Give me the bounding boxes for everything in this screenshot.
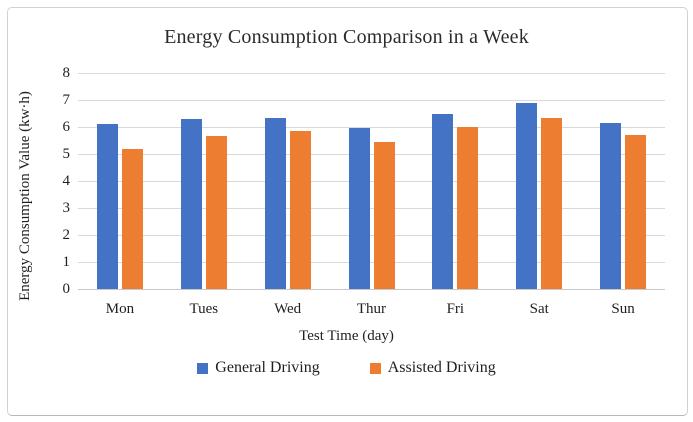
x-tick-label-wed: Wed [274,301,302,317]
gridline-y5 [78,154,665,155]
gridline-y2 [78,235,665,236]
bar-general-driving-tues [180,118,202,289]
legend-entry-general-driving: General Driving [197,359,320,377]
gridline-y6 [78,127,665,128]
legend-entry-assisted-driving: Assisted Driving [369,359,496,377]
bar-assisted-driving-sat [541,117,563,289]
bar-general-driving-wed [264,117,286,289]
y-tick-label-3: 3 [62,200,71,216]
y-tick-label-7: 7 [62,92,71,108]
gridline-y7 [78,100,665,101]
plot-area [78,73,665,290]
bar-assisted-driving-tues [205,136,227,289]
y-tick-label-2: 2 [62,227,71,243]
bar-general-driving-fri [432,113,454,289]
legend: General Driving Assisted Driving [0,359,693,377]
y-axis-title: Energy Consumption Value (kw·h) [17,91,33,301]
legend-label: General Driving [215,359,320,376]
y-tick-label-6: 6 [62,119,71,135]
bar-assisted-driving-mon [121,148,143,289]
bar-general-driving-thur [348,128,370,289]
gridline-y3 [78,208,665,209]
legend-swatch-icon [369,362,381,374]
bar-assisted-driving-fri [457,127,479,289]
y-tick-label-1: 1 [62,254,71,270]
x-tick-label-thur: Thur [356,301,387,317]
y-tick-label-0: 0 [62,281,71,297]
bar-assisted-driving-sun [625,135,647,289]
legend-swatch-icon [197,362,209,374]
x-axis-title: Test Time (day) [299,328,394,344]
x-tick-label-sun: Sun [611,301,635,317]
bar-assisted-driving-wed [289,131,311,289]
gridline-y4 [78,181,665,182]
y-tick-label-5: 5 [62,146,71,162]
x-tick-label-mon: Mon [105,301,135,317]
gridline-y8 [78,73,665,74]
y-tick-label-4: 4 [62,173,71,189]
y-tick-label-8: 8 [62,65,71,81]
bar-assisted-driving-thur [373,141,395,289]
legend-label: Assisted Driving [387,359,496,376]
bar-general-driving-mon [96,124,118,289]
x-tick-label-sat: Sat [529,301,549,317]
x-tick-label-fri: Fri [446,301,465,317]
bar-general-driving-sun [600,122,622,289]
gridline-y1 [78,262,665,263]
x-tick-label-tues: Tues [189,301,219,317]
chart-title: Energy Consumption Comparison in a Week [164,26,529,48]
bar-general-driving-sat [516,102,538,289]
